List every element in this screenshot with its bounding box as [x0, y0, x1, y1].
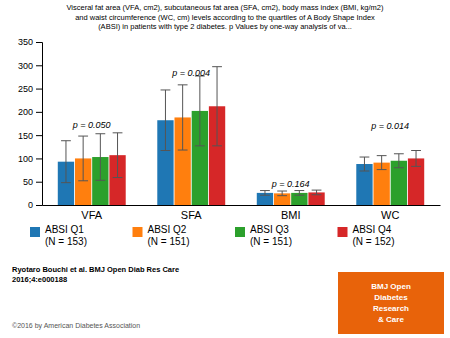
series [92, 76, 407, 205]
error-bar [195, 76, 205, 146]
legend-item: ABSI Q1(N = 153) [30, 224, 87, 247]
tick-label: 100 [18, 154, 33, 164]
tick: SFA [181, 209, 202, 221]
error-bar [260, 191, 270, 196]
tick-mark [36, 65, 42, 66]
error-bar [161, 90, 171, 151]
legend-sample-size: (N = 153) [45, 236, 87, 247]
legend-swatch [133, 227, 143, 237]
tick: 150 [18, 131, 42, 141]
error-bar [277, 191, 287, 196]
series [109, 67, 424, 205]
chart: Visceral fat area (VFA, cm2), subcutaneo… [0, 0, 450, 338]
axis-line [36, 43, 43, 206]
error-bar [178, 85, 188, 150]
tick-mark [36, 182, 42, 183]
series [58, 90, 373, 205]
tick-mark [36, 112, 42, 113]
legend-item: ABSI Q3(N = 151) [235, 224, 292, 247]
footer: Ryotaro Bouchi et al. BMJ Open Diab Res … [12, 265, 179, 284]
legend-label: ABSI Q1 [45, 224, 84, 235]
annotation: p = 0.014 [370, 121, 409, 131]
error-bar [95, 134, 105, 181]
legend-sample-size: (N = 151) [148, 236, 190, 247]
error-bar [294, 191, 304, 196]
tick-mark [36, 158, 42, 159]
legend-label: ABSI Q4 [353, 224, 392, 235]
legend-swatch [338, 227, 348, 237]
tick: 200 [18, 107, 42, 117]
error-bar [312, 190, 322, 195]
tick: 350 [18, 37, 42, 47]
bars [58, 67, 424, 205]
tick-label: SFA [181, 209, 202, 221]
error-bar [394, 154, 404, 168]
legend: ABSI Q1(N = 153)ABSI Q2(N = 151)ABSI Q3(… [30, 224, 394, 247]
error-bar [113, 133, 123, 178]
y-axis: 0 50 100 150 200 250 300 350 [18, 37, 43, 210]
x-axis: VFA SFA BMI WC [43, 206, 441, 221]
badge-box [338, 272, 444, 334]
legend-swatch [30, 227, 40, 237]
tick: VFA [81, 209, 102, 221]
tick-label: 50 [23, 177, 33, 187]
tick-label: 200 [18, 107, 33, 117]
legend-label: ABSI Q3 [250, 224, 289, 235]
error-bar [360, 157, 370, 171]
title: Visceral fat area (VFA, cm2), subcutaneo… [66, 3, 384, 31]
error-bar [377, 156, 387, 170]
legend-item: ABSI Q2(N = 151) [133, 224, 190, 247]
legend-swatch [235, 227, 245, 237]
tick: WC [381, 209, 399, 221]
badge-text: BMJ OpenDiabetesResearch& Care [371, 282, 411, 324]
tick: 50 [23, 177, 42, 187]
tick-mark [36, 42, 42, 43]
tick-label: WC [381, 209, 399, 221]
error-bar [411, 151, 421, 167]
tick: 100 [18, 154, 42, 164]
plot: 0 50 100 150 200 250 300 350 VFA SFA BMI WC p = 0.05… [18, 37, 441, 220]
tick: BMI [281, 209, 301, 221]
tick-mark [36, 89, 42, 90]
tick-label: 0 [28, 200, 33, 210]
tick-label: 150 [18, 131, 33, 141]
tick-label: VFA [81, 209, 102, 221]
tick-label: BMI [281, 209, 301, 221]
tick-label: 350 [18, 37, 33, 47]
annotation: p = 0.004 [171, 68, 210, 78]
error-bar [78, 136, 88, 181]
error-bar [61, 141, 71, 183]
legend-item: ABSI Q4(N = 152) [338, 224, 395, 247]
tick-label: 300 [18, 61, 33, 71]
legend-sample-size: (N = 152) [353, 236, 395, 247]
tick: 250 [18, 84, 42, 94]
legend-sample-size: (N = 151) [250, 236, 292, 247]
error-bar [212, 67, 222, 146]
copyright: ©2016 by American Diabetes Association [12, 322, 140, 330]
series [75, 85, 390, 205]
tick-mark [36, 205, 42, 206]
tick: 300 [18, 61, 42, 71]
tick-label: 250 [18, 84, 33, 94]
tick: 0 [28, 200, 42, 210]
tick-mark [36, 135, 42, 136]
annotation: p = 0.050 [72, 120, 111, 130]
annotation: p = 0.164 [271, 179, 310, 189]
axis-line [43, 205, 441, 206]
legend-label: ABSI Q2 [148, 224, 187, 235]
